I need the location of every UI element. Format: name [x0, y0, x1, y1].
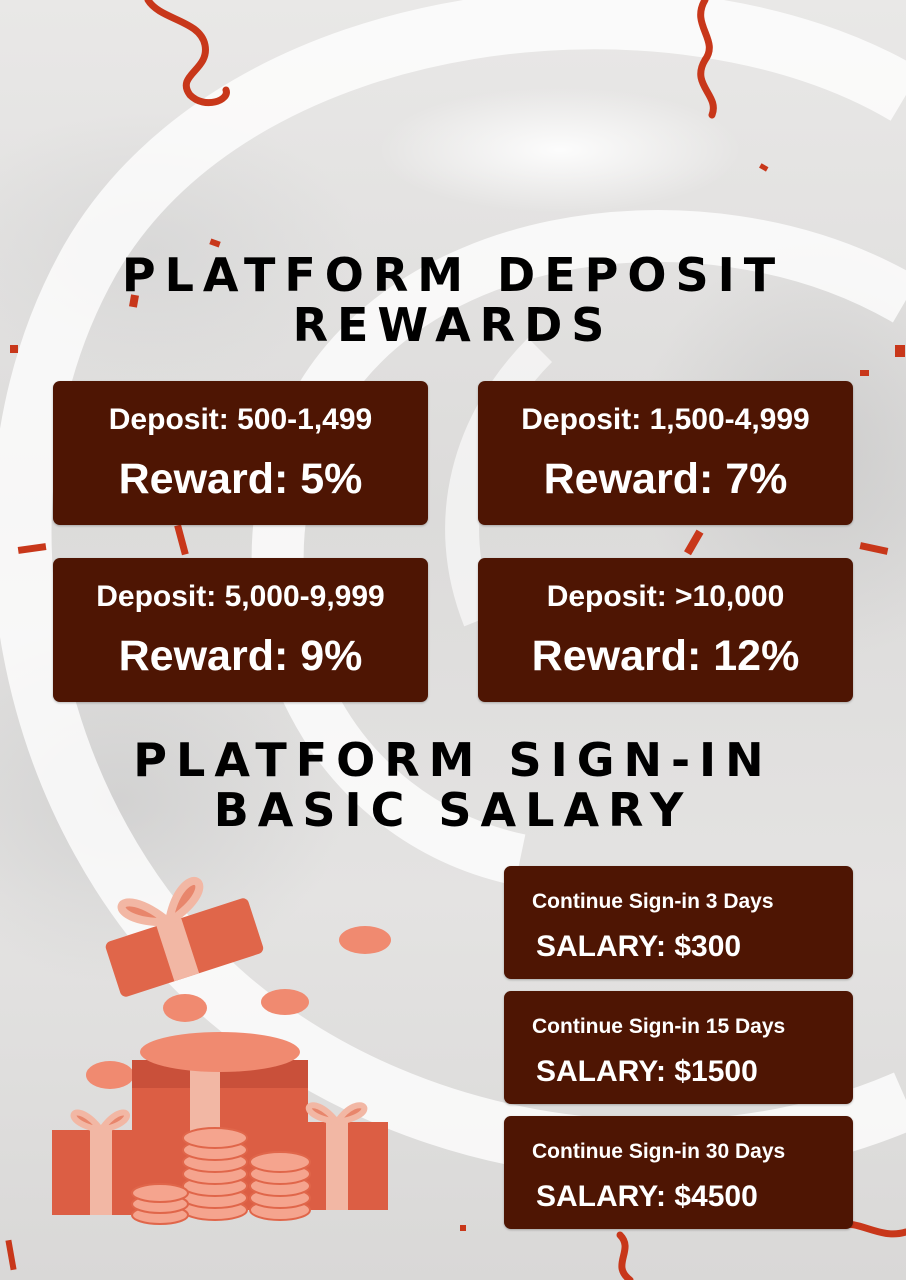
sign-in-salary-heading: PLATFORM SIGN-IN BASIC SALARY — [0, 735, 906, 835]
reward-percent: Reward: 7% — [543, 455, 788, 503]
deposit-range: Deposit: >10,000 — [546, 580, 785, 613]
deposit-range: Deposit: 5,000-9,999 — [96, 580, 385, 613]
reward-percent: Reward: 9% — [118, 632, 363, 680]
salary-amount: SALARY: $4500 — [536, 1180, 758, 1213]
sign-in-condition: Continue Sign-in 30 Days — [532, 1140, 786, 1163]
deposit-heading-line2: REWARDS — [292, 298, 614, 352]
reward-percent: Reward: 12% — [531, 632, 800, 680]
sign-in-condition: Continue Sign-in 3 Days — [532, 890, 774, 913]
gift-box-icon — [52, 877, 391, 1225]
salary-amount: SALARY: $1500 — [536, 1055, 758, 1088]
deposit-rewards-heading: PLATFORM DEPOSIT REWARDS — [0, 250, 906, 350]
salary-heading-line2: BASIC SALARY — [213, 783, 693, 837]
deposit-reward-card: Deposit: 500-1,499 Reward: 5% — [53, 381, 428, 525]
coin-stack-icon — [86, 926, 391, 1089]
sign-in-salary-card: Continue Sign-in 15 Days SALARY: $1500 — [504, 991, 853, 1104]
deposit-range: Deposit: 500-1,499 — [108, 403, 373, 436]
deposit-reward-card: Deposit: 5,000-9,999 Reward: 9% — [53, 558, 428, 702]
deposit-reward-card: Deposit: 1,500-4,999 Reward: 7% — [478, 381, 853, 525]
sign-in-salary-card: Continue Sign-in 30 Days SALARY: $4500 — [504, 1116, 853, 1229]
sign-in-salary-card: Continue Sign-in 3 Days SALARY: $300 — [504, 866, 853, 979]
sign-in-condition: Continue Sign-in 15 Days — [532, 1015, 786, 1038]
deposit-range: Deposit: 1,500-4,999 — [521, 403, 810, 436]
reward-percent: Reward: 5% — [118, 455, 363, 503]
salary-heading-line1: PLATFORM SIGN-IN — [133, 733, 773, 787]
deposit-reward-card: Deposit: >10,000 Reward: 12% — [478, 558, 853, 702]
deposit-heading-line1: PLATFORM DEPOSIT — [121, 248, 785, 302]
salary-amount: SALARY: $300 — [536, 930, 742, 963]
